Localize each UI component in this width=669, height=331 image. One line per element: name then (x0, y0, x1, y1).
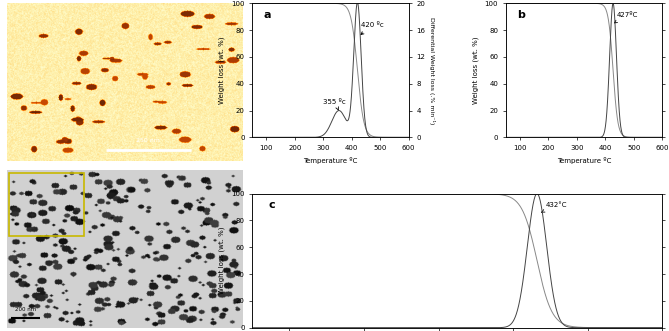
Bar (9, 173, 84, 236)
Text: 427ºC: 427ºC (614, 12, 638, 23)
Text: b: b (516, 10, 524, 20)
Text: a: a (263, 10, 270, 20)
Text: 432°C: 432°C (542, 202, 567, 212)
X-axis label: Temperature ºC: Temperature ºC (303, 157, 358, 164)
Text: 420 ºc: 420 ºc (361, 23, 383, 34)
X-axis label: Temperature ºC: Temperature ºC (557, 157, 611, 164)
Text: 200 nm: 200 nm (15, 307, 36, 312)
Y-axis label: Weight loss (wt. %): Weight loss (wt. %) (219, 227, 225, 294)
Text: 355 ºc: 355 ºc (323, 99, 346, 110)
Y-axis label: Weight loss (wt. %): Weight loss (wt. %) (472, 37, 479, 104)
Y-axis label: Differential Weight loss (.% min⁻¹): Differential Weight loss (.% min⁻¹) (429, 17, 435, 124)
Y-axis label: Weight loss (wt. %): Weight loss (wt. %) (219, 37, 225, 104)
Text: 250 nm: 250 nm (136, 138, 160, 143)
Text: c: c (268, 200, 275, 211)
